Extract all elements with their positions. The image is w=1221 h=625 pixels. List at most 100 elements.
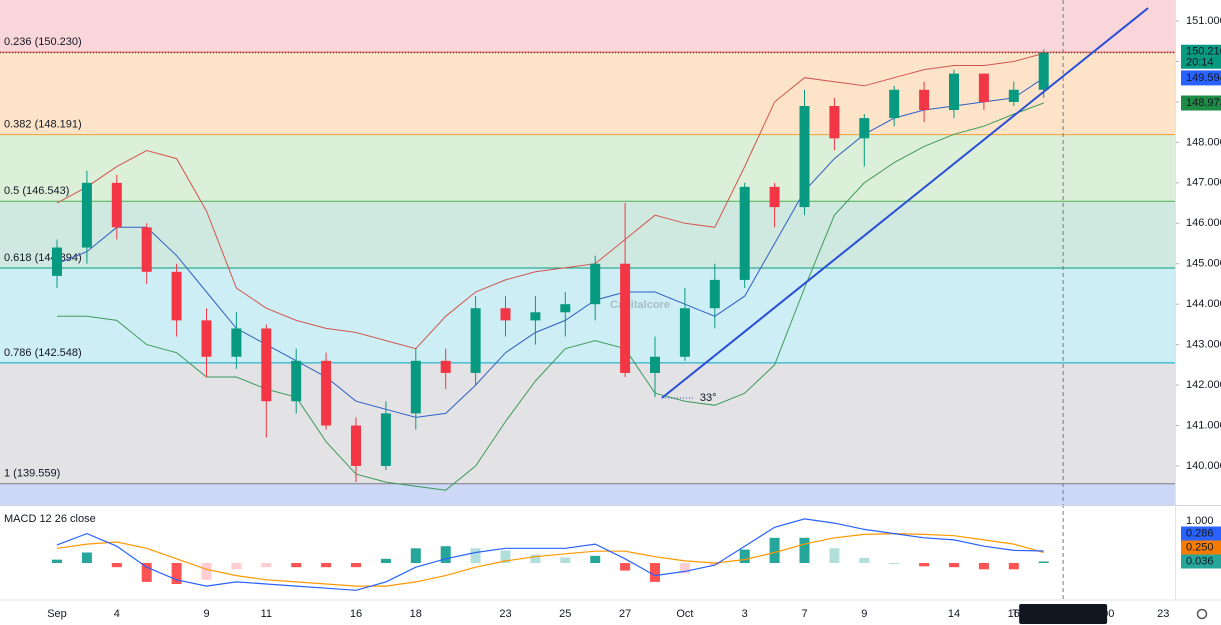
- settings-button[interactable]: [1196, 608, 1208, 620]
- band-line: [56, 77, 1044, 418]
- histogram-bar: [560, 557, 571, 563]
- candle-body: [1008, 89, 1019, 102]
- candle-body: [440, 360, 451, 373]
- histogram-bar: [380, 558, 391, 563]
- fib-label: 0.5 (146.543): [4, 185, 69, 197]
- histogram-bar: [201, 562, 212, 580]
- x-tick-label: 27: [619, 608, 631, 620]
- candle-body: [171, 271, 182, 321]
- fib-label: 0.382 (148.191): [4, 119, 82, 131]
- x-tick-label: 11: [261, 608, 272, 620]
- histogram-bar: [889, 562, 900, 564]
- candle-body: [739, 186, 750, 280]
- histogram-bar: [1038, 561, 1049, 563]
- candle-body: [231, 328, 242, 357]
- histogram-bar: [321, 562, 332, 568]
- y-tick-label: 151.000: [1186, 15, 1221, 27]
- price-label-box: [1181, 44, 1221, 69]
- angle-label: 33°: [700, 392, 717, 404]
- pane-title: MACD 12 26 close: [4, 513, 96, 525]
- x-tick-label: 4: [114, 608, 120, 620]
- candle-body: [590, 263, 601, 305]
- histogram-bar: [829, 548, 840, 563]
- candle-body: [530, 312, 541, 321]
- histogram-bar: [799, 537, 810, 563]
- histogram-bar: [739, 549, 750, 563]
- candle-body: [919, 89, 930, 111]
- trendline: [661, 7, 1149, 399]
- x-tick-label: 16: [1008, 608, 1020, 620]
- value-label-box: [1181, 540, 1221, 555]
- histogram-bar: [81, 552, 92, 563]
- fib-zone: [0, 0, 1175, 53]
- price-label-box: [1181, 95, 1221, 111]
- histogram-bar: [52, 559, 62, 563]
- histogram-bar: [291, 562, 302, 568]
- candle-body: [889, 89, 900, 119]
- fib-zone: [0, 483, 1175, 505]
- y-tick-label: 1.000: [1186, 515, 1214, 527]
- histogram-bar: [919, 562, 930, 567]
- candle-body: [81, 182, 92, 248]
- candle-body: [859, 118, 870, 139]
- x-tick-label: 18: [410, 608, 422, 620]
- histogram-bar: [231, 562, 242, 570]
- candle-body: [261, 328, 272, 402]
- candle-body: [201, 320, 212, 357]
- candle-body: [978, 73, 989, 102]
- candle-body: [799, 105, 810, 208]
- histogram-bar: [440, 546, 451, 563]
- y-tick-label: 148.000: [1186, 136, 1221, 148]
- fib-zone: [0, 134, 1175, 202]
- crosshair-label-box: [1019, 604, 1108, 624]
- candle-body: [829, 105, 840, 139]
- candle-body: [380, 413, 391, 466]
- x-tick-label: 14: [948, 608, 960, 620]
- histogram-bar: [410, 548, 421, 563]
- y-tick-label: 144.000: [1186, 298, 1221, 310]
- candle-body: [650, 356, 660, 373]
- candle-body: [141, 227, 152, 272]
- histogram-bar: [500, 550, 511, 563]
- value-label-box: [1181, 554, 1221, 569]
- y-tick-label: 141.000: [1186, 419, 1221, 431]
- histogram-bar: [859, 557, 870, 563]
- x-tick-label: 25: [559, 608, 571, 620]
- histogram-bar: [620, 562, 631, 571]
- y-tick-label: 140.000: [1186, 460, 1221, 472]
- histogram-bar: [530, 554, 541, 563]
- value-label: 0.286: [1186, 527, 1214, 539]
- candle-body: [321, 360, 332, 426]
- y-tick-label: 142.000: [1186, 379, 1221, 391]
- y-tick-label: 143.000: [1186, 339, 1221, 351]
- x-tick-label: Sep: [47, 608, 67, 620]
- y-tick-label: 145.000: [1186, 258, 1221, 270]
- candle-body: [709, 279, 720, 309]
- histogram-bar: [111, 562, 122, 568]
- histogram-bar: [590, 555, 601, 563]
- fib-zone: [0, 362, 1175, 484]
- fib-label: 0.786 (142.548): [4, 347, 82, 359]
- x-tick-label: 23: [499, 608, 511, 620]
- histogram-bar: [949, 562, 959, 568]
- macd-line: [56, 518, 1044, 591]
- x-tick-label: 3: [742, 608, 748, 620]
- fib-zone: [0, 52, 1175, 135]
- candle-body: [111, 182, 122, 228]
- x-tick-label: 9: [861, 608, 867, 620]
- candle-body: [52, 247, 62, 276]
- price-label: 149.594: [1186, 72, 1221, 84]
- candle-body: [410, 360, 421, 414]
- candle-body: [351, 425, 361, 466]
- histogram-bar: [261, 562, 272, 568]
- price-label-box: [1181, 70, 1221, 86]
- crosshair-label: Thu 17 Oct '24 17:00: [1012, 608, 1114, 620]
- value-label: 0.250: [1186, 541, 1214, 553]
- fib-label: 0.618 (144.894): [4, 252, 82, 264]
- histogram-bar: [1008, 562, 1019, 570]
- watermark: Capitalcore: [610, 299, 670, 311]
- candle-body: [769, 186, 780, 208]
- candle-body: [470, 308, 481, 373]
- x-tick-label: 23: [1157, 608, 1169, 620]
